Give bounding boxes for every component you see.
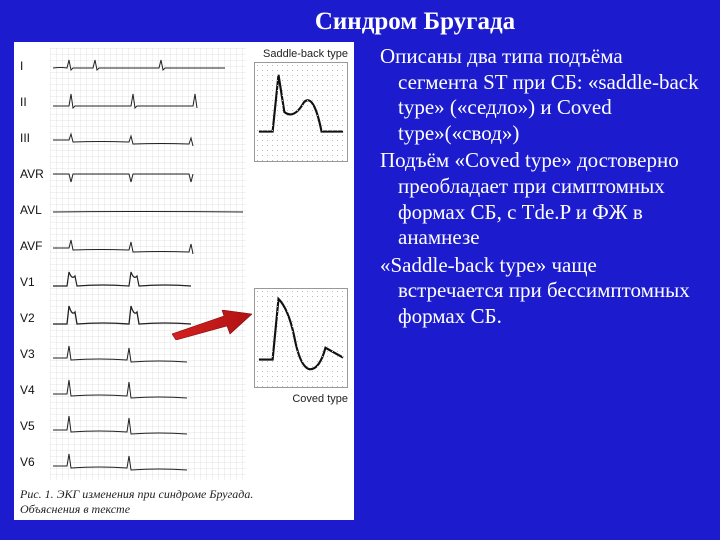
ecg-figure: I II III AVR — [14, 42, 354, 520]
caption-line: Рис. 1. ЭКГ изменения при синдроме Бруга… — [20, 487, 253, 501]
lead-row: AVR — [20, 156, 246, 192]
ecg-trace — [50, 156, 246, 192]
ecg-trace — [50, 408, 246, 444]
lead-row: V5 — [20, 408, 246, 444]
lead-row: V6 — [20, 444, 246, 480]
caption-line: Объяснения в тексте — [20, 502, 253, 516]
lead-row: V4 — [20, 372, 246, 408]
ecg-trace — [50, 444, 246, 480]
inset-coved-label: Coved type — [292, 393, 348, 405]
lead-row: I — [20, 48, 246, 84]
inset-coved — [254, 288, 348, 388]
ecg-trace — [50, 120, 246, 156]
lead-label: V2 — [20, 311, 50, 325]
figure-caption: Рис. 1. ЭКГ изменения при синдроме Бруга… — [20, 487, 253, 516]
paragraph: Подъём «Coved type» достоверно преоблада… — [364, 148, 706, 250]
ecg-trace — [50, 84, 246, 120]
lead-label: V3 — [20, 347, 50, 361]
lead-label: V5 — [20, 419, 50, 433]
description-text: Описаны два типа подъёма сегмента ST при… — [354, 42, 706, 520]
lead-row: AVL — [20, 192, 246, 228]
lead-row: V1 — [20, 264, 246, 300]
lead-label: III — [20, 131, 50, 145]
leads-column: I II III AVR — [20, 48, 246, 480]
paragraph: Описаны два типа подъёма сегмента ST при… — [364, 44, 706, 146]
lead-row: III — [20, 120, 246, 156]
ecg-trace — [50, 372, 246, 408]
ecg-trace — [50, 192, 246, 228]
ecg-trace — [50, 336, 246, 372]
page-title: Синдром Бругада — [0, 0, 720, 42]
ecg-trace — [50, 48, 246, 84]
lead-label: I — [20, 59, 50, 73]
lead-label: AVR — [20, 167, 50, 181]
lead-row: AVF — [20, 228, 246, 264]
arrow-icon — [172, 310, 252, 340]
lead-label: II — [20, 95, 50, 109]
lead-row: II — [20, 84, 246, 120]
lead-label: V6 — [20, 455, 50, 469]
content-row: I II III AVR — [0, 42, 720, 520]
inset-saddle-label: Saddle-back type — [263, 48, 348, 60]
inset-saddle — [254, 62, 348, 162]
lead-label: V4 — [20, 383, 50, 397]
lead-label: V1 — [20, 275, 50, 289]
ecg-trace — [50, 264, 246, 300]
lead-row: V3 — [20, 336, 246, 372]
ecg-trace — [50, 228, 246, 264]
paragraph: «Saddle-back type» чаще встречается при … — [364, 253, 706, 330]
lead-label: AVF — [20, 239, 50, 253]
lead-label: AVL — [20, 203, 50, 217]
